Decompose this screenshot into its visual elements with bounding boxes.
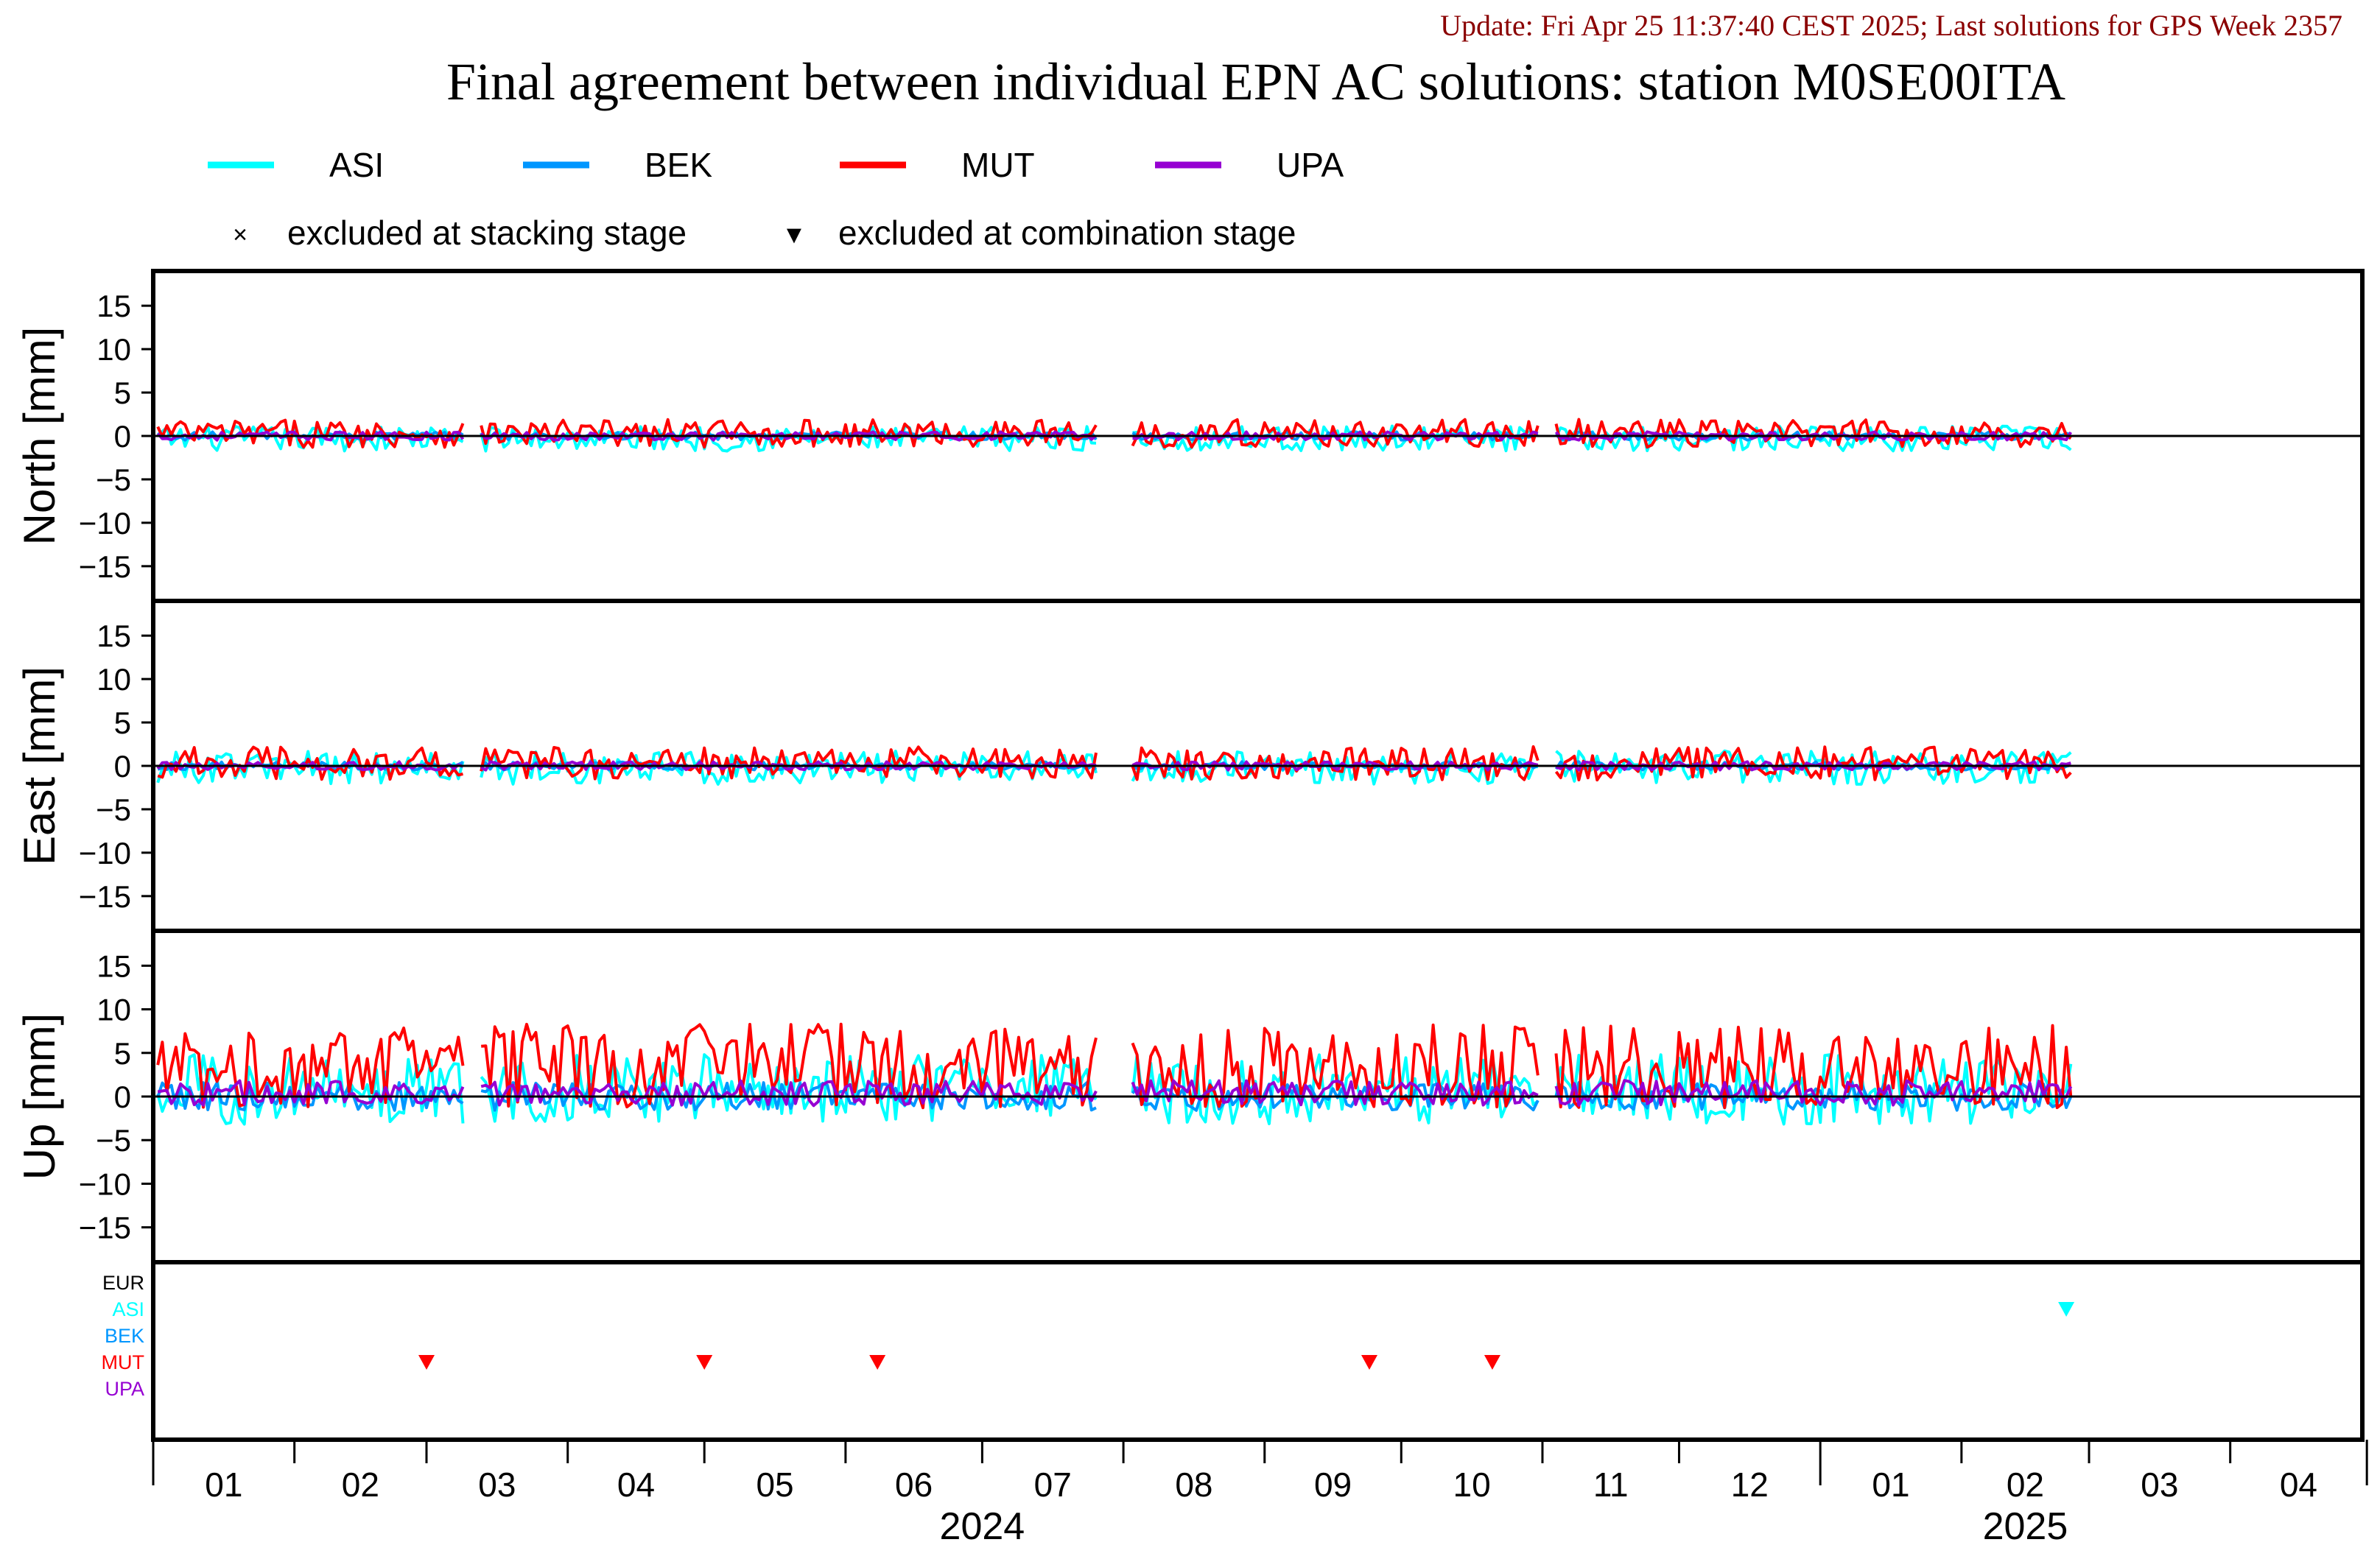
- y-tick-label: −5: [96, 792, 131, 827]
- x-month-label: 03: [2141, 1465, 2178, 1504]
- x-month-label: 06: [895, 1465, 933, 1504]
- x-month-label: 11: [1593, 1465, 1629, 1504]
- legend: ASI BEK MUT UPA × excluded at stacking stage ▼…: [208, 146, 1344, 252]
- x-month-label: 12: [1731, 1465, 1769, 1504]
- y-tick-label: 10: [96, 662, 131, 697]
- legend-marker-symbol: ×: [233, 221, 248, 249]
- x-year-label: 2025: [1983, 1505, 2068, 1545]
- x-month-label: 09: [1314, 1465, 1352, 1504]
- x-month-label: 08: [1175, 1465, 1212, 1504]
- exclusion-row-label-eur: EUR: [102, 1272, 144, 1294]
- chart-title: Final agreement between individual EPN A…: [446, 52, 2065, 111]
- y-axis-label: North [mm]: [15, 327, 64, 546]
- legend-marker-label: excluded at combination stage: [838, 214, 1296, 252]
- y-tick-label: 15: [96, 619, 131, 653]
- y-tick-label: 5: [114, 1036, 131, 1071]
- x-month-label: 10: [1453, 1465, 1491, 1504]
- y-tick-label: −15: [79, 879, 131, 914]
- exclusion-row-label-upa: UPA: [105, 1378, 144, 1400]
- y-tick-label: −10: [79, 1166, 131, 1201]
- y-tick-label: 0: [114, 749, 131, 784]
- combination-excluded-marker: [1361, 1355, 1377, 1370]
- combination-excluded-marker: [869, 1355, 886, 1370]
- y-axis-label: East [mm]: [15, 666, 64, 865]
- series-upa: [156, 760, 2071, 772]
- panel-up: 15 10 5 0 −5 −10 −15 Up [mm]: [15, 929, 2365, 1264]
- combination-excluded-marker: [696, 1355, 713, 1370]
- panel-east: 15 10 5 0 −5 −10 −15 East [mm]: [15, 599, 2365, 933]
- series-bek: [156, 1081, 2073, 1112]
- x-year-label: 2024: [940, 1505, 1025, 1545]
- series-upa: [157, 1079, 2073, 1108]
- exclusion-frame: [151, 1260, 2365, 1442]
- y-tick-label: 10: [96, 332, 131, 367]
- x-axis: 01 02 03 04 05 06 07 08 09 10 11 12 01 02 03 04 2024 2025: [152, 1440, 2368, 1545]
- x-month-label: 01: [205, 1465, 242, 1504]
- combination-excluded-marker: [418, 1355, 435, 1370]
- exclusion-row-label-asi: ASI: [112, 1298, 144, 1320]
- y-tick-label: 0: [114, 419, 131, 454]
- combination-excluded-marker: [2058, 1302, 2075, 1317]
- y-tick-label: −10: [79, 506, 131, 541]
- combination-excluded-marker: [1484, 1355, 1500, 1370]
- legend-label-asi: ASI: [329, 146, 384, 184]
- legend-label-bek: BEK: [645, 146, 712, 184]
- y-tick-label: −15: [79, 1211, 131, 1245]
- y-tick-label: −5: [96, 1123, 131, 1158]
- y-tick-label: −15: [79, 549, 131, 584]
- x-month-label: 04: [617, 1465, 655, 1504]
- legend-label-upa: UPA: [1277, 146, 1344, 184]
- update-text: Update: Fri Apr 25 11:37:40 CEST 2025; L…: [1440, 9, 2342, 42]
- y-tick-label: 15: [96, 949, 131, 983]
- x-month-label: 07: [1034, 1465, 1072, 1504]
- exclusion-row-label-mut: MUT: [102, 1351, 144, 1373]
- x-month-label: 02: [342, 1465, 379, 1504]
- y-tick-label: 5: [114, 376, 131, 410]
- series-upa: [156, 430, 2073, 442]
- series-mut: [156, 1022, 2073, 1110]
- y-tick-label: 10: [96, 993, 131, 1027]
- exclusion-row-label-bek: BEK: [105, 1325, 144, 1347]
- series-mut: [157, 745, 2072, 782]
- y-tick-label: 5: [114, 705, 131, 740]
- x-month-label: 02: [2007, 1465, 2044, 1504]
- x-month-label: 05: [756, 1465, 793, 1504]
- x-month-label: 01: [1872, 1465, 1909, 1504]
- y-tick-label: −10: [79, 836, 131, 870]
- y-tick-label: 15: [96, 289, 131, 323]
- legend-label-mut: MUT: [961, 146, 1035, 184]
- y-tick-label: 0: [114, 1080, 131, 1114]
- panels: 15 10 5 0 −5 −10 −15 North [mm] 15 10 5 0 −5 −10 −15 Ea…: [15, 269, 2365, 1442]
- panel-north: 15 10 5 0 −5 −10 −15 North [mm]: [15, 269, 2365, 603]
- legend-marker-symbol: ▼: [782, 221, 807, 249]
- x-month-label: 03: [478, 1465, 516, 1504]
- legend-marker-label: excluded at stacking stage: [287, 214, 687, 252]
- y-tick-label: −5: [96, 462, 131, 497]
- y-axis-label: Up [mm]: [15, 1013, 64, 1180]
- x-month-label: 04: [2280, 1465, 2317, 1504]
- series-asi: [157, 424, 2072, 453]
- exclusion-panel: EUR ASI BEK MUT UPA: [102, 1260, 2365, 1442]
